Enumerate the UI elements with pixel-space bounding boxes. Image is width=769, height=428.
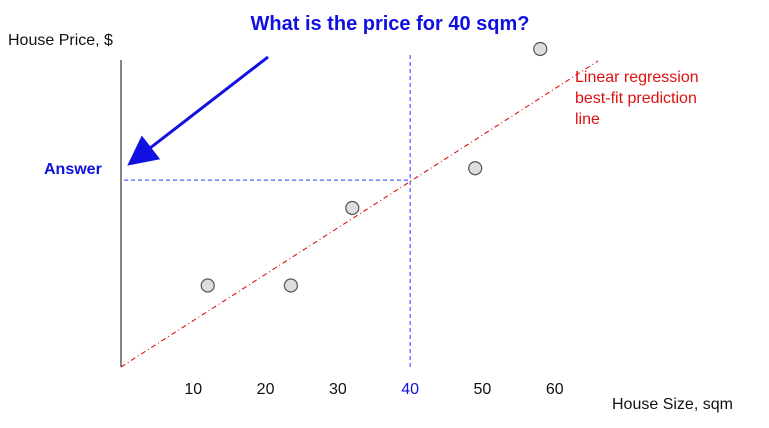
regression-label-line-2: best-fit prediction — [575, 90, 697, 107]
scatter-point-5 — [533, 41, 548, 57]
x-tick-label-60: 60 — [546, 381, 564, 398]
x-tick-label-10: 10 — [184, 381, 202, 398]
x-tick-label-20: 20 — [257, 381, 275, 398]
scatter-point-3 — [345, 200, 360, 216]
regression-label-line-1: Linear regression — [575, 69, 699, 86]
answer-arrow — [127, 55, 269, 166]
x-tick-label-50: 50 — [474, 381, 492, 398]
scatter-point-1 — [200, 278, 215, 293]
scatter-point-4 — [468, 161, 483, 176]
regression-label-line-3: line — [575, 111, 600, 128]
answer-label: Answer — [44, 161, 102, 178]
x-axis-label: House Size, sqm — [612, 396, 733, 413]
x-tick-label-40: 40 — [401, 381, 419, 398]
y-axis-label: House Price, $ — [8, 32, 113, 49]
x-tick-label-30: 30 — [329, 381, 347, 398]
regression-line — [120, 60, 599, 368]
scatter-points — [200, 41, 548, 293]
regression-label: Linear regression best-fit prediction line — [575, 69, 699, 128]
chart-title: What is the price for 40 sqm? — [251, 13, 530, 35]
x-tick-labels: 10 20 30 40 50 60 — [184, 381, 563, 398]
scatter-point-2 — [283, 278, 298, 293]
